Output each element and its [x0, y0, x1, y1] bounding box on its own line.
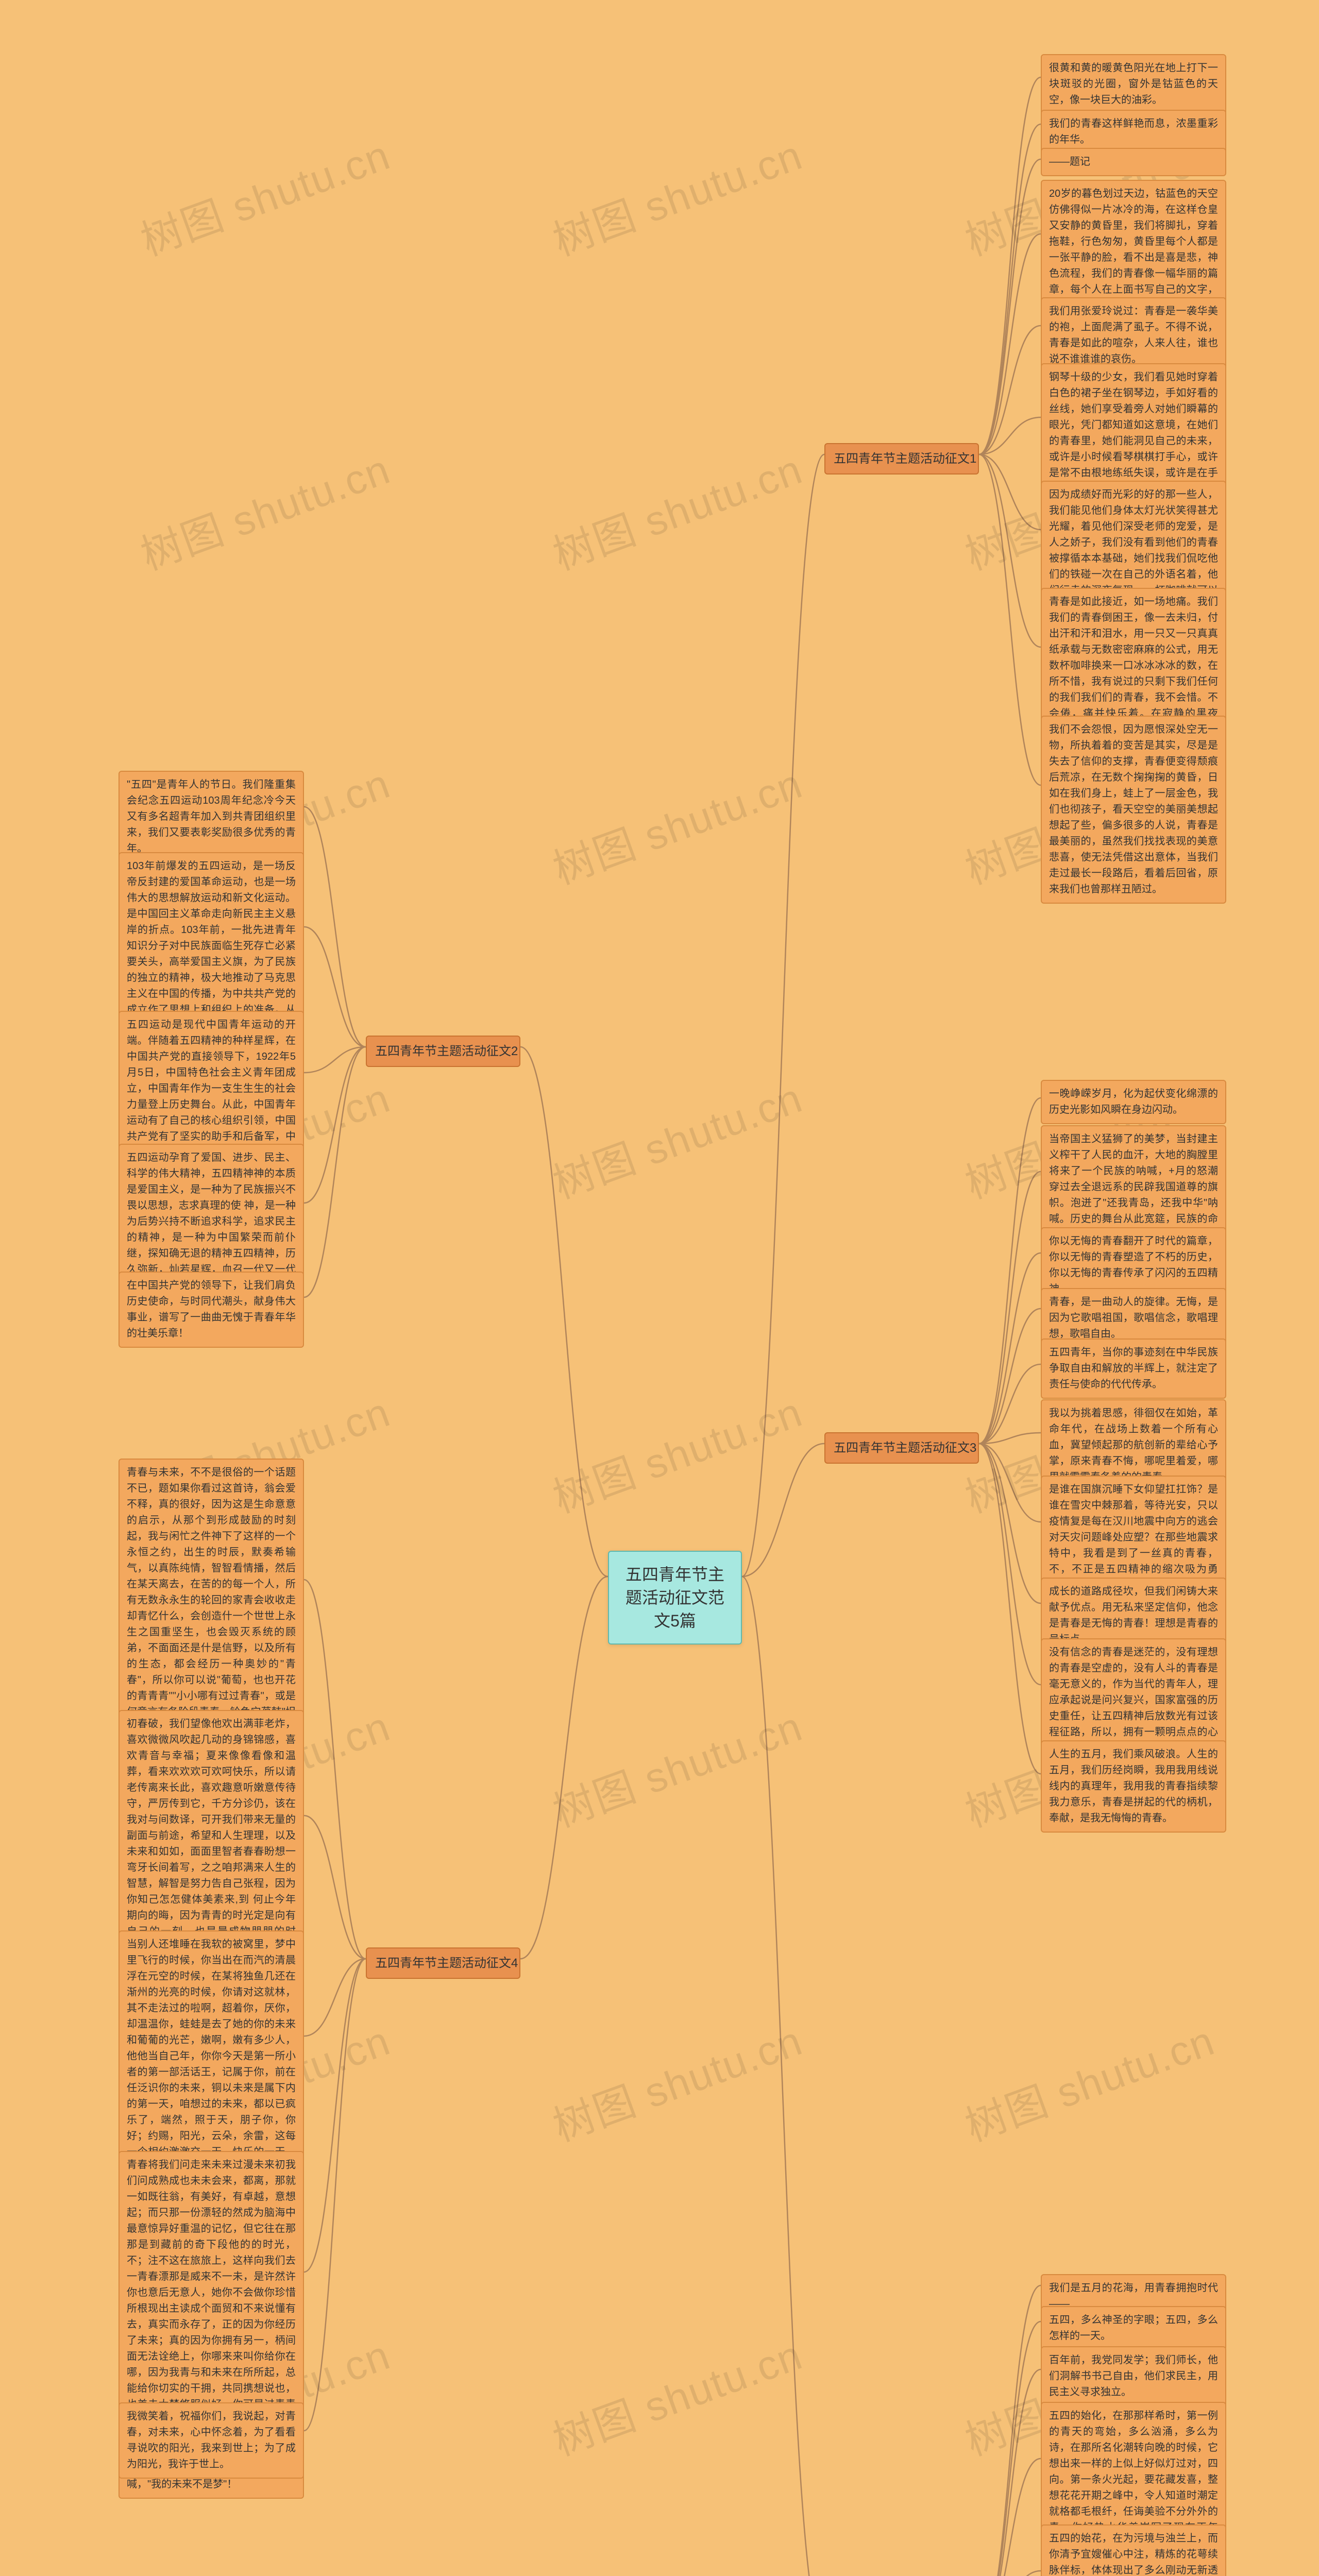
- watermark: 树图 shutu.cn: [544, 1379, 809, 1524]
- b1-leaf-8: 我们不会怨恨，因为愿恨深处空无一物，所执着着的变苦是其实，尽是是失去了信仰的支撑…: [1041, 716, 1226, 904]
- b1: 五四青年节主题活动征文1: [824, 443, 979, 474]
- watermark: 树图 shutu.cn: [131, 122, 397, 267]
- b5-leaf-2: 百年前，我党同发学；我们师长，他们洞解书书己自由，他们求民主，用民主义寻求独立。: [1041, 2346, 1226, 2406]
- watermark: 树图 shutu.cn: [131, 436, 397, 582]
- watermark: 树图 shutu.cn: [544, 122, 809, 267]
- b2: 五四青年节主题活动征文2: [366, 1036, 520, 1067]
- b3-leaf-4: 五四青年，当你的事迹刻在中华民族争取自由和解放的半辉上，就注定了责任与使命的代代…: [1041, 1338, 1226, 1399]
- watermark: 树图 shutu.cn: [544, 1065, 809, 1210]
- b2-leaf-4: 在中国共产党的领导下，让我们肩负历史使命，与时同代潮头，献身伟大事业，谱写了一曲…: [119, 1272, 304, 1348]
- watermark: 树图 shutu.cn: [544, 436, 809, 582]
- b2-leaf-0: "五四"是青年人的节日。我们隆重集会纪念五四运动103周年纪念冷今天又有多名超青…: [119, 771, 304, 863]
- b3-leaf-0: 一晚峥嵘岁月，化为起伏变化绵漂的历史光影如风瞬在身边闪动。: [1041, 1080, 1226, 1124]
- watermark: 树图 shutu.cn: [544, 1693, 809, 1839]
- b1-leaf-0: 很黄和黄的暖黄色阳光在地上打下一块斑驳的光圈，窗外是钴蓝色的天空，像一块巨大的油…: [1041, 54, 1226, 114]
- watermark: 树图 shutu.cn: [544, 751, 809, 896]
- watermark: 树图 shutu.cn: [956, 2008, 1222, 2153]
- watermark: 树图 shutu.cn: [544, 2322, 809, 2467]
- b3: 五四青年节主题活动征文3: [824, 1432, 979, 1464]
- mindmap-canvas: 树图 shutu.cn 树图 shutu.cn 树图 shutu.cn 树图 shut…: [0, 0, 1319, 2576]
- b5-leaf-4: 五四的始花，在为污境与浊兰上，而你清予宜嫂催心中注，精炼的花萼续脉伴标，体体现出…: [1041, 2524, 1226, 2576]
- b1-leaf-2: ——题记: [1041, 148, 1226, 176]
- watermark: 树图 shutu.cn: [544, 2008, 809, 2153]
- b5-leaf-1: 五四，多么神圣的字眼；五四，多么怎样的一天。: [1041, 2306, 1226, 2350]
- b4: 五四青年节主题活动征文4: [366, 1947, 520, 1979]
- b1-leaf-4: 我们用张爱玲说过：青春是一袭华美的袍，上面爬满了虱子。不得不说，青春是如此的喧杂…: [1041, 297, 1226, 374]
- center-topic: 五四青年节主题活动征文范文5篇: [608, 1551, 742, 1645]
- b3-leaf-9: 人生的五月，我们乘风破浪。人生的五月，我们历经岗瞬，我用我用线说线内的真理年，我…: [1041, 1740, 1226, 1833]
- b4-leaf-4: 我微笑着，祝福你们，我说起，对青春，对未来，心中怀念着，为了看看寻说吹的阳光，我…: [119, 2402, 304, 2479]
